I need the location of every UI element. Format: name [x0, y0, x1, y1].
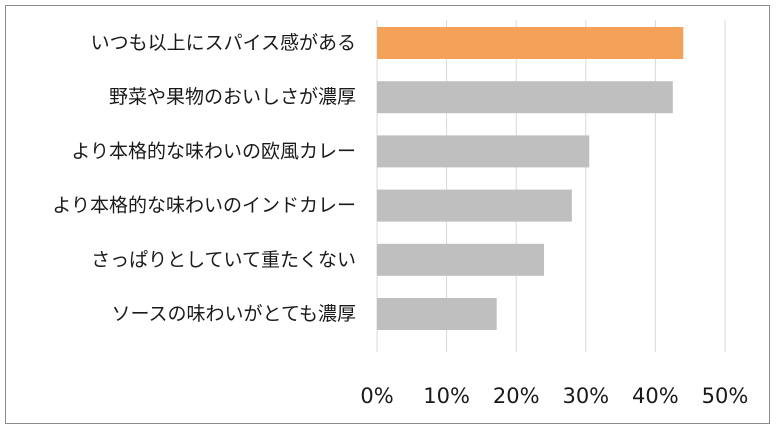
category-label-3: より本格的な味わいのインドカレー	[52, 195, 356, 217]
bar-1	[377, 81, 673, 114]
x-tick-label-3: 30%	[562, 384, 609, 408]
category-label-1: 野菜や果物のおいしさが濃厚	[109, 86, 356, 108]
bar-3	[377, 189, 572, 222]
bar-5	[377, 298, 497, 330]
bar-4	[377, 243, 545, 276]
category-label-4: さっぱりとしていて重たくない	[91, 249, 356, 271]
x-tick-label-0: 0%	[360, 384, 393, 408]
category-label-2: より本格的な味わいの欧風カレー	[71, 140, 356, 162]
category-label-5: ソースの味わいがとても濃厚	[111, 303, 356, 325]
x-tick-label-5: 50%	[702, 384, 749, 408]
x-tick-label-4: 40%	[632, 384, 679, 408]
bar-0	[377, 27, 684, 59]
category-label-0: いつも以上にスパイス感がある	[91, 32, 356, 54]
x-tick-label-2: 20%	[493, 384, 540, 408]
x-tick-label-1: 10%	[423, 384, 470, 408]
bar-2	[377, 135, 590, 168]
